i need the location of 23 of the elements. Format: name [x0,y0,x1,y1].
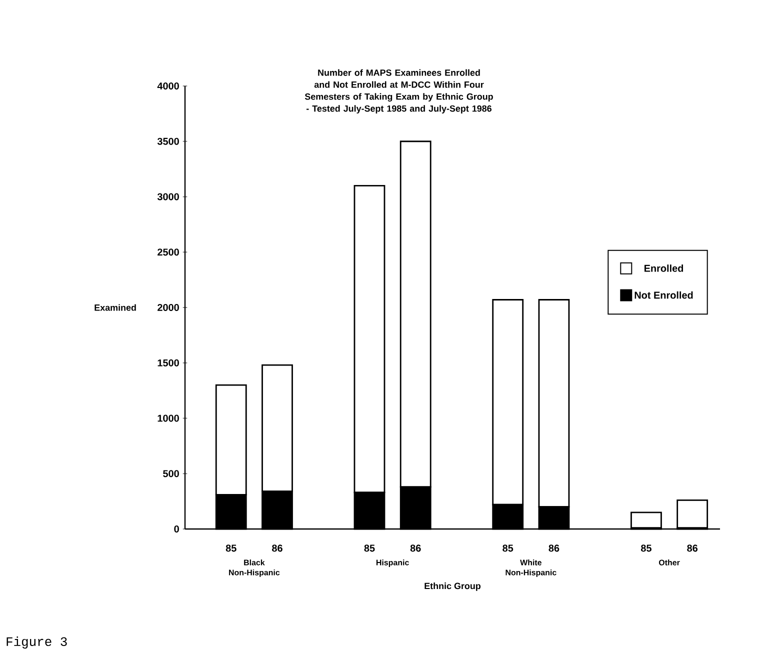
x-tick-label: 86 [410,544,421,552]
y-tick-label: 2000 [158,304,179,312]
y-tick-label: 500 [163,470,179,478]
y-tick-label: 3500 [157,138,179,145]
x-tick-label: 86 [272,544,282,552]
y-tick-label: 3000 [157,193,179,200]
x-tick-label: 85 [502,544,514,552]
x-tick-label: 86 [548,544,560,552]
legend-label: Enrolled [644,264,684,272]
y-tick-label: 2500 [158,248,179,256]
x-tick-label: 85 [364,544,375,552]
y-tick-label: 0 [174,525,179,533]
x-tick-label: 85 [226,544,236,552]
x-tick-label: 86 [687,544,698,552]
legend-label: Not Enrolled [634,291,693,299]
chart-title: Number of MAPS Examinees Enrolled and Not Enrolled at M-DCC Within Four Semesters of Taking Exam by Ethnic Group - Tested July-Sept 1985 and July-Sept 1986 [304,69,493,114]
caption: Figure 3 [6,636,67,649]
y-tick-label: 4000 [157,82,179,90]
x-axis-title: Ethnic Group [424,582,481,591]
y-axis-title: Examined [94,304,136,311]
y-tick-label: 1000 [158,414,179,422]
y-tick-label: 1500 [158,359,179,366]
x-tick-label: 85 [640,544,652,552]
